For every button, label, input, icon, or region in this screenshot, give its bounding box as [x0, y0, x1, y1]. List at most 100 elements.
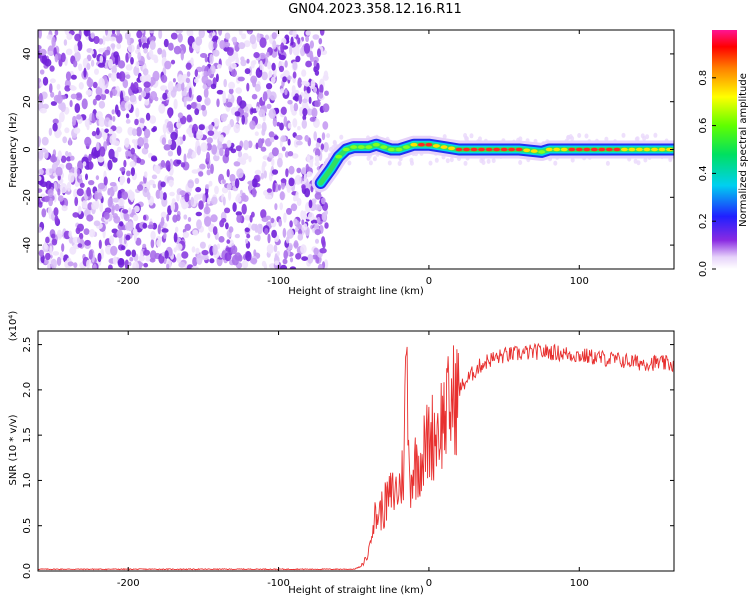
noise-speckle [70, 74, 77, 80]
noise-speckle [142, 68, 149, 76]
noise-speckle [566, 134, 571, 140]
noise-speckle [66, 181, 72, 192]
noise-speckle [246, 30, 252, 33]
noise-speckle [150, 230, 156, 240]
noise-speckle [85, 173, 88, 181]
noise-speckle [223, 78, 227, 88]
noise-speckle [104, 128, 109, 134]
noise-speckle [281, 146, 286, 152]
noise-speckle [110, 43, 116, 49]
noise-speckle [253, 249, 257, 257]
noise-speckle [147, 224, 154, 229]
noise-speckle [288, 177, 295, 187]
noise-speckle [306, 86, 311, 94]
noise-speckle [51, 238, 58, 246]
noise-speckle [316, 216, 321, 224]
noise-speckle [226, 169, 230, 178]
noise-speckle [293, 240, 299, 249]
noise-speckle [246, 233, 251, 239]
noise-speckle [268, 131, 275, 138]
noise-speckle [636, 160, 641, 166]
noise-speckle [222, 179, 226, 185]
noise-speckle [99, 146, 106, 158]
noise-speckle [56, 95, 63, 104]
noise-speckle [177, 74, 184, 85]
noise-speckle [110, 72, 117, 82]
noise-speckle [86, 62, 91, 71]
noise-speckle [140, 35, 148, 44]
noise-speckle [256, 123, 262, 129]
noise-speckle [231, 69, 237, 77]
noise-speckle [88, 161, 93, 170]
noise-speckle [125, 119, 131, 124]
colorbar-tick-label: 0.4 [698, 165, 709, 181]
noise-speckle [60, 52, 66, 63]
track-hotspot [643, 147, 651, 152]
noise-speckle [196, 254, 203, 265]
noise-speckle [279, 202, 284, 211]
noise-speckle [97, 62, 106, 68]
noise-speckle [104, 36, 111, 42]
noise-speckle [152, 126, 157, 132]
noise-speckle [128, 261, 132, 267]
noise-speckle [72, 60, 78, 68]
noise-speckle [245, 251, 252, 262]
noise-speckle [141, 90, 147, 98]
noise-speckle [182, 231, 190, 238]
noise-speckle [91, 130, 97, 137]
noise-speckle [237, 76, 245, 82]
noise-speckle [155, 189, 161, 199]
noise-speckle [243, 40, 251, 48]
noise-speckle [178, 261, 186, 268]
track-hotspot [568, 147, 576, 152]
noise-speckle [207, 79, 213, 87]
noise-speckle [445, 158, 450, 164]
noise-speckle [69, 246, 77, 255]
noise-speckle [97, 182, 106, 190]
noise-speckle [218, 30, 223, 36]
noise-speckle [238, 42, 246, 50]
noise-speckle [231, 180, 236, 187]
noise-speckle [149, 250, 157, 261]
noise-speckle [131, 208, 135, 216]
noise-speckle [202, 193, 206, 203]
noise-speckle [116, 30, 121, 36]
noise-speckle [49, 65, 55, 72]
noise-speckle [93, 220, 101, 227]
noise-speckle [60, 155, 67, 163]
noise-speckle [162, 123, 167, 134]
noise-speckle [410, 160, 414, 166]
noise-speckle [290, 203, 298, 212]
noise-speckle [150, 238, 155, 249]
noise-speckle [322, 121, 329, 130]
noise-speckle [274, 203, 278, 211]
noise-speckle [236, 214, 243, 223]
noise-speckle [280, 106, 287, 116]
noise-speckle [118, 71, 126, 82]
noise-speckle [139, 75, 144, 82]
noise-speckle [260, 209, 267, 219]
noise-speckle [186, 114, 192, 123]
noise-speckle [86, 259, 91, 269]
noise-speckle [180, 162, 186, 168]
track-hotspot [620, 147, 628, 152]
noise-speckle [94, 190, 99, 202]
noise-speckle [135, 237, 142, 246]
noise-speckle [160, 85, 165, 91]
track-hotspot [515, 147, 523, 152]
noise-speckle [196, 219, 202, 230]
track-hotspot [478, 147, 485, 152]
noise-speckle [256, 106, 259, 112]
noise-speckle [52, 122, 58, 132]
noise-speckle [464, 136, 469, 142]
track-hotspot [605, 147, 613, 152]
noise-speckle [125, 64, 133, 71]
noise-speckle [144, 99, 150, 106]
noise-speckle [98, 38, 104, 45]
noise-speckle [142, 243, 147, 249]
noise-speckle [253, 52, 260, 59]
noise-speckle [304, 188, 311, 198]
noise-speckle [61, 243, 65, 252]
noise-speckle [186, 83, 190, 92]
noise-speckle [289, 266, 297, 269]
